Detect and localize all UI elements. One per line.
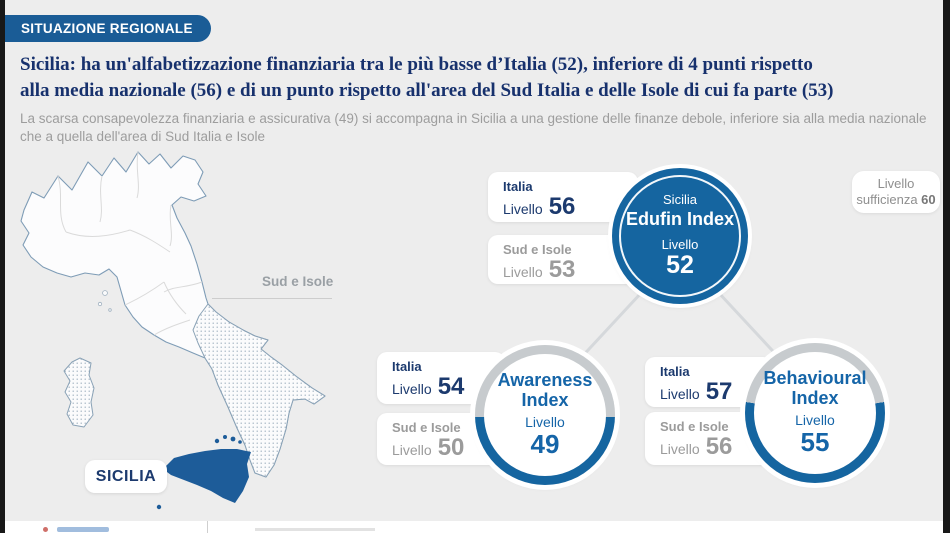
awareness-title-line2: Index <box>521 390 569 411</box>
footer-logo-fragment <box>57 527 109 532</box>
region-border-lines <box>57 151 203 336</box>
behavioural-sud-level-word: Livello <box>660 441 700 457</box>
edufin-region: Sicilia <box>663 192 697 208</box>
right-edge-bar <box>943 0 950 533</box>
awareness-sud-label: Sud e Isole <box>392 420 461 435</box>
edufin-sud-value: 53 <box>548 256 576 283</box>
edufin-index-circle: Sicilia Edufin Index Livello 52 <box>612 168 748 304</box>
edufin-sud-level-word: Livello <box>503 264 543 280</box>
edufin-inner-ring <box>619 175 741 297</box>
page-title-line1: Sicilia: ha un'alfabetizzazione finanzia… <box>20 54 813 75</box>
awareness-value: 49 <box>530 429 560 460</box>
footer-divider <box>207 521 208 533</box>
awareness-sud-level-word: Livello <box>392 442 432 458</box>
sud-e-isole-pointer-line <box>212 298 332 299</box>
edufin-italia-pill: Italia Livello 56 <box>488 172 638 222</box>
footer-logo-fragment <box>43 527 48 532</box>
threshold-word2: sufficienza <box>856 192 918 207</box>
sicilia-label-pill: SICILIA <box>85 460 167 493</box>
page-subtitle-line1: La scarsa consapevolezza finanziaria e a… <box>20 111 927 126</box>
page-title-line2: alla media nazionale (56) e di un punto … <box>20 80 834 101</box>
edufin-italia-level-word: Livello <box>503 201 543 217</box>
behavioural-italia-level-word: Livello <box>660 386 700 402</box>
behavioural-level-word: Livello <box>795 412 835 429</box>
behavioural-sud-value: 56 <box>705 433 733 460</box>
connector-line-behavioural <box>716 290 785 364</box>
footer-strip <box>5 521 943 533</box>
behavioural-title-line2: Index <box>791 388 839 409</box>
footer-logo-fragment <box>255 528 375 531</box>
threshold-word2-row: sufficienza 60 <box>856 192 935 208</box>
edufin-level-word: Livello <box>661 237 699 253</box>
awareness-italia-label: Italia <box>392 359 422 374</box>
page-title: Sicilia: ha un'alfabetizzazione finanzia… <box>20 52 935 104</box>
threshold-word1: Livello <box>877 176 915 191</box>
edufin-title: Edufin Index <box>626 209 734 230</box>
behavioural-index-circle: Behavioural Index Livello 55 <box>745 343 885 483</box>
edufin-italia-value: 56 <box>548 193 576 220</box>
awareness-sud-value: 50 <box>437 434 465 461</box>
awareness-index-circle: Awareness Index Livello 49 <box>475 345 615 485</box>
edufin-value: 52 <box>666 251 694 280</box>
sud-region-shape <box>192 303 326 478</box>
italy-map: Sud e Isole SICILIA <box>8 146 348 526</box>
sud-e-isole-map-label: Sud e Isole <box>262 274 334 289</box>
sardegna-shape <box>63 357 95 428</box>
awareness-italia-level-word: Livello <box>392 381 432 397</box>
behavioural-italia-pill: Italia Livello 57 <box>645 357 773 407</box>
connector-line-awareness <box>575 290 644 364</box>
behavioural-title-line1: Behavioural <box>763 367 867 388</box>
behavioural-italia-value: 57 <box>705 378 733 405</box>
page-subtitle: La scarsa consapevolezza finanziaria e a… <box>20 110 935 146</box>
threshold-value: 60 <box>921 192 936 207</box>
sicilia-shape <box>163 449 251 503</box>
behavioural-italia-label: Italia <box>660 364 690 379</box>
page-subtitle-line2: che a quella dell'area di Sud Italia e I… <box>20 129 265 144</box>
awareness-italia-value: 54 <box>437 373 465 400</box>
awareness-level-word: Livello <box>525 414 565 431</box>
left-edge-bar <box>0 0 5 533</box>
italy-map-svg <box>20 151 326 510</box>
section-banner: SITUAZIONE REGIONALE <box>5 15 211 42</box>
behavioural-value: 55 <box>800 427 830 458</box>
edufin-sud-label: Sud e Isole <box>503 242 572 257</box>
threshold-pill: Livello sufficienza 60 <box>852 171 940 213</box>
small-islands-gray <box>97 290 112 312</box>
behavioural-sud-label: Sud e Isole <box>660 419 729 434</box>
edufin-italia-label: Italia <box>503 179 533 194</box>
awareness-title-line1: Awareness <box>497 369 593 390</box>
